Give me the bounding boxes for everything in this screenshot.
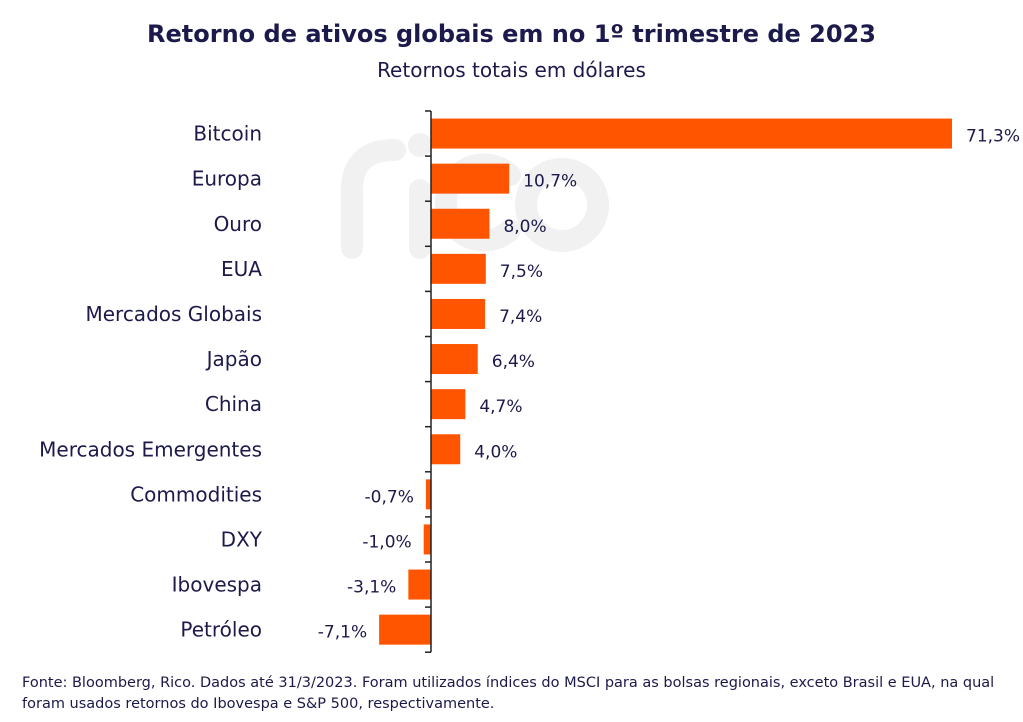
category-label: EUA — [221, 257, 262, 281]
category-label: Mercados Globais — [85, 302, 262, 326]
data-label: -1,0% — [362, 532, 411, 552]
bar-11 — [379, 614, 431, 645]
bar-2 — [431, 208, 490, 239]
bar-5 — [431, 344, 478, 375]
bar-4 — [431, 298, 486, 329]
bar-3 — [431, 253, 486, 284]
bar-7 — [431, 434, 461, 465]
category-label: Ibovespa — [172, 573, 262, 597]
data-label: 4,7% — [479, 397, 522, 417]
chart-title: Retorno de ativos globais em no 1º trime… — [147, 20, 876, 48]
category-label: Bitcoin — [193, 122, 262, 146]
bar-9 — [423, 524, 431, 555]
category-label: Petróleo — [180, 618, 262, 642]
bar-8 — [425, 479, 431, 510]
data-label: -7,1% — [318, 623, 367, 643]
bar-1 — [431, 163, 510, 194]
source-footnote: Fonte: Bloomberg, Rico. Dados até 31/3/2… — [22, 675, 995, 712]
data-label: 71,3% — [966, 127, 1020, 147]
bar-10 — [408, 569, 431, 600]
bar-0 — [431, 118, 952, 149]
data-label: 6,4% — [492, 352, 535, 372]
category-label: Europa — [192, 167, 262, 191]
data-label: -0,7% — [365, 487, 414, 507]
data-label: 7,5% — [500, 262, 543, 282]
category-label: DXY — [221, 527, 263, 551]
category-label: Ouro — [214, 212, 262, 236]
category-label: China — [205, 392, 262, 416]
chart-subtitle: Retornos totais em dólares — [377, 58, 646, 82]
data-label: 4,0% — [474, 442, 517, 462]
data-label: 8,0% — [503, 217, 546, 237]
category-label: Commodities — [130, 482, 262, 506]
data-label: -3,1% — [347, 578, 396, 598]
bar-6 — [431, 389, 466, 420]
data-label: 10,7% — [523, 172, 577, 192]
category-label: Mercados Emergentes — [39, 437, 262, 461]
category-label: Japão — [205, 347, 262, 371]
data-label: 7,4% — [499, 307, 542, 327]
